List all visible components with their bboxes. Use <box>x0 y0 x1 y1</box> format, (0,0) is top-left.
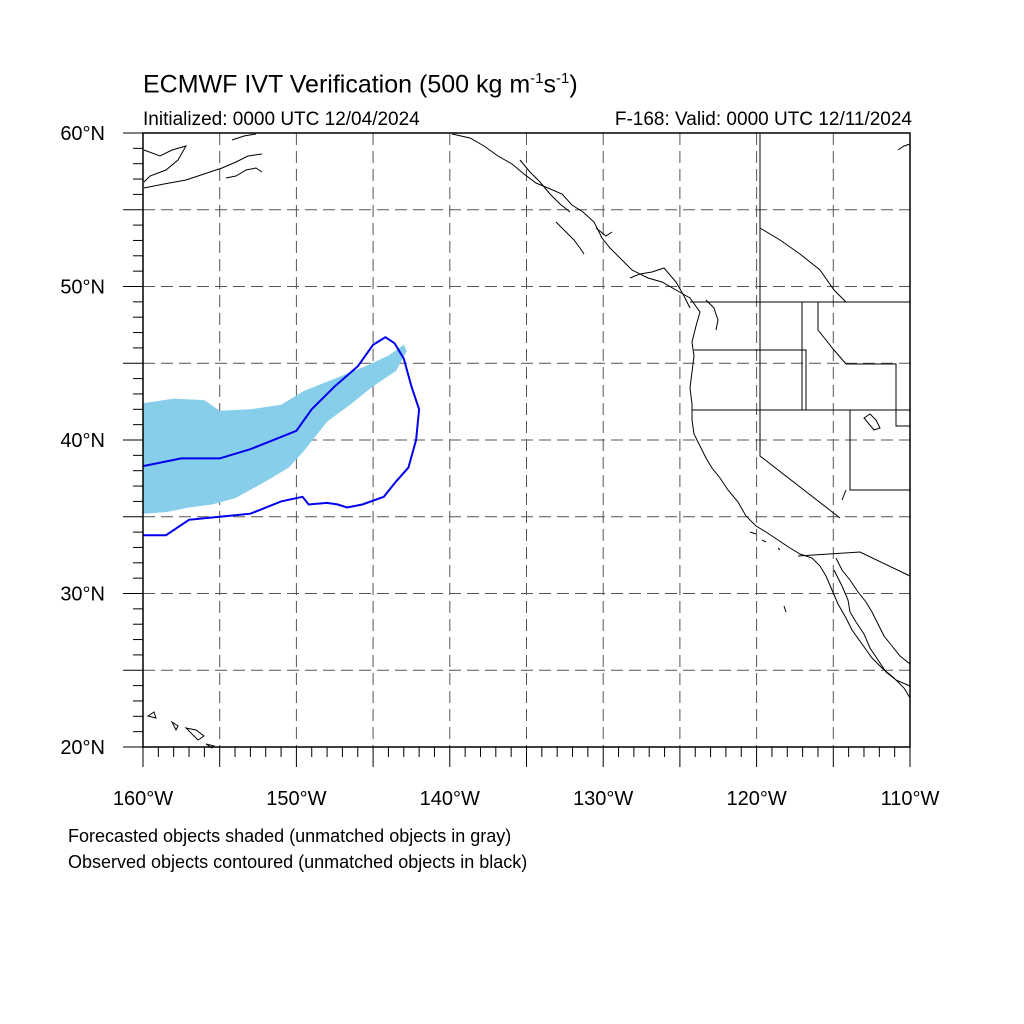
state-borders <box>690 134 911 577</box>
axis-ticks <box>123 132 911 767</box>
lat-label: 50°N <box>60 277 105 299</box>
gridlines <box>143 133 910 747</box>
lat-label: 30°N <box>60 584 105 606</box>
lon-label: 150°W <box>266 788 326 810</box>
observed-object-contour <box>142 336 421 537</box>
legend-note-forecast: Forecasted objects shaded (unmatched obj… <box>68 826 512 846</box>
map-title: ECMWF IVT Verification (500 kg m-1s-1) <box>143 70 578 99</box>
initialized-time: Initialized: 0000 UTC 12/04/2024 <box>143 109 420 130</box>
lon-label: 160°W <box>113 788 173 810</box>
lon-label: 110°W <box>881 788 940 810</box>
lon-label: 120°W <box>726 788 786 810</box>
forecast-object-shading <box>143 344 407 514</box>
lon-label: 130°W <box>573 788 633 810</box>
lat-label: 20°N <box>60 737 105 759</box>
lat-label: 60°N <box>60 123 105 145</box>
lat-labels: 20°N 30°N 40°N 50°N 60°N <box>60 123 105 759</box>
coastlines <box>143 133 911 749</box>
lon-label: 140°W <box>420 788 480 810</box>
map-frame <box>142 132 911 748</box>
legend-note-observed: Observed objects contoured (unmatched ob… <box>68 852 528 872</box>
lat-label: 40°N <box>60 430 105 452</box>
lon-labels: 160°W 150°W 140°W 130°W 120°W 110°W <box>113 788 940 810</box>
valid-time: F-168: Valid: 0000 UTC 12/11/2024 <box>614 109 912 130</box>
